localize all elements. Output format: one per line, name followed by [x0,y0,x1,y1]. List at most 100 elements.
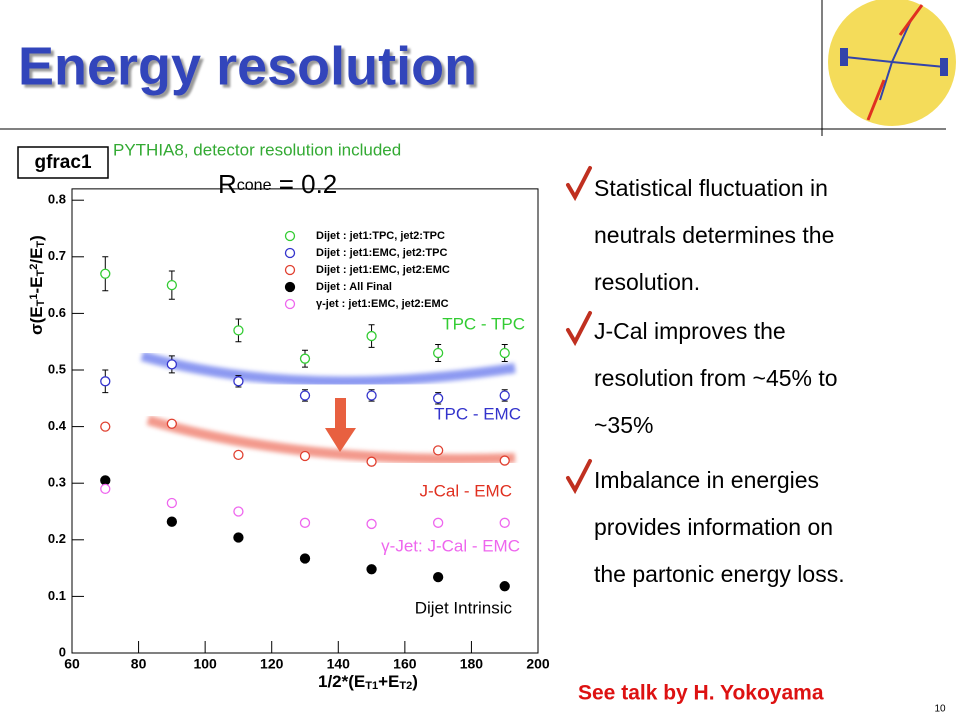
data-point [166,359,178,370]
x-tick-label: 180 [460,656,484,672]
data-point [432,393,444,404]
rcone-symbol: R [218,169,237,199]
data-point [499,517,510,528]
annotation: TPC - TPC [442,314,525,333]
rcone-sub: cone [237,177,272,194]
legend-label: Dijet : jet1:EMC, jet2:TPC [316,247,447,259]
data-point [432,572,444,583]
data-point [432,517,444,528]
annotation: TPC - EMC [434,404,521,423]
data-point [166,497,178,509]
bullet-text: resolution from ~45% to [594,365,838,391]
y-tick-label: 0.4 [48,418,67,433]
y-tick-label: 0.8 [48,192,66,207]
data-point [100,421,111,432]
hist-title-box [17,146,109,179]
y-tick-label: 0.7 [48,248,66,263]
fit-band-tpc-emc [140,351,516,387]
data-point [100,268,111,279]
y-axis-label-part: 1 [28,294,40,300]
legend-label: Dijet : All Final [316,281,392,293]
x-axis-label-part: ) [412,672,418,691]
data-point [100,483,111,495]
y-axis-label-part: T [35,270,47,277]
data-point [299,390,311,401]
data-point [499,390,510,401]
arrow [325,398,356,452]
y-axis-label-part: ) [27,235,46,241]
data-point [299,353,311,364]
bullet-text: ~35% [594,412,653,438]
rcone-text: = 0.2 [271,169,337,199]
x-tick-label: 200 [526,656,550,672]
data-point [233,376,244,387]
data-point [432,445,444,456]
bullet-text: the partonic energy loss. [594,561,845,587]
subtitle: PYTHIA8, detector resolution included [113,140,401,159]
x-tick-label: 140 [327,656,351,672]
x-axis-label-part: 1/2*(E [318,672,365,691]
legend-marker [284,298,296,310]
legend-marker [284,247,296,259]
legend-label: γ-jet : jet1:EMC, jet2:EMC [316,298,449,310]
x-tick-label: 120 [260,656,284,672]
data-point [299,553,311,564]
y-axis-label-part: /E [27,248,46,264]
data-point [366,518,377,530]
hist-title: gfrac1 [34,152,91,173]
annotation: J-Cal - EMC [419,481,512,500]
bullet-text: neutrals determines the [594,222,834,248]
rcone: Rcone = 0.2 [218,169,337,199]
data-point [366,330,377,342]
legend-marker [284,264,296,276]
check-icons [566,166,592,495]
x-tick-label: 80 [131,656,147,672]
data-point [499,455,510,466]
y-axis-label-part: 2 [28,264,40,270]
y-tick-label: 0.5 [48,361,66,376]
data-point [366,564,377,575]
data-point [499,347,510,359]
legend-marker [284,281,296,293]
slide-title: Energy resolution [18,36,477,96]
footer: See talk by H. Yokoyama [578,682,824,705]
y-axis-label-part: σ(E [27,306,46,335]
bullet-text: Statistical fluctuation in [594,175,828,201]
y-axis-label-part: -E [27,277,46,294]
data-point [299,450,311,462]
data-point [299,517,311,528]
y-axis-label: σ(ET1-ET2/ET) [27,235,47,335]
plot-frame [71,188,539,654]
fit-band-jcal-emc [146,415,516,464]
y-tick-label: 0.2 [48,531,66,546]
x-axis-label-part: T2 [399,680,412,692]
data-point [366,456,377,467]
x-tick-label: 160 [393,656,417,672]
annotation: γ-Jet: J-Cal - EMC [381,536,520,555]
bullet-text: provides information on [594,514,833,540]
y-tick-label: 0.1 [48,588,66,603]
x-axis-label: 1/2*(ET1+ET2) [318,672,418,692]
data-point [100,475,111,486]
x-tick-label: 60 [64,656,80,672]
y-tick-label: 0.3 [48,475,66,490]
annotation: Dijet Intrinsic [415,598,513,617]
y-tick-label: 0 [59,644,66,659]
page-number: 10 [934,704,946,715]
bullet-text: J-Cal improves the [594,318,786,344]
logo [828,0,956,126]
legend-marker [284,230,296,242]
data-point [233,325,244,336]
x-axis-label-part: T1 [365,680,378,692]
data-point [432,347,444,359]
data-point [166,418,178,429]
data-point [233,532,244,543]
data-point [233,506,244,517]
legend-label: Dijet : jet1:EMC, jet2:EMC [316,264,450,276]
data-point [100,376,111,387]
x-tick-label: 100 [193,656,217,672]
x-axis-label-part: +E [378,672,399,691]
bullet-text: resolution. [594,269,700,295]
data-point [233,449,244,461]
